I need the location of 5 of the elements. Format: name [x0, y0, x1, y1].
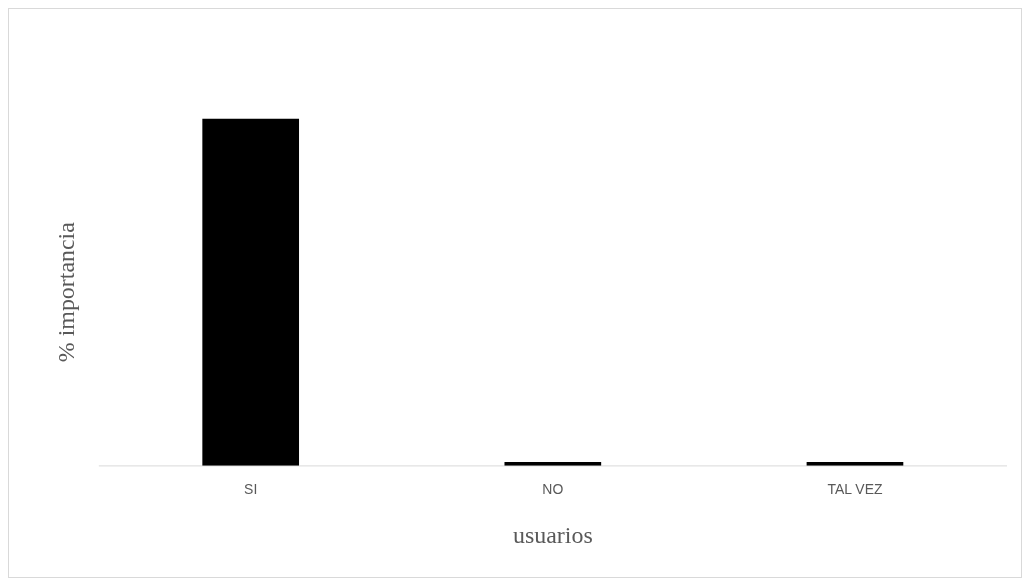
x-tick-label: SI: [244, 480, 258, 497]
x-tick-label: NO: [542, 480, 564, 497]
x-axis-title: usuarios: [512, 522, 593, 549]
x-tick-label: TAL VEZ: [827, 480, 883, 497]
y-axis-title: % importancia: [52, 221, 79, 363]
